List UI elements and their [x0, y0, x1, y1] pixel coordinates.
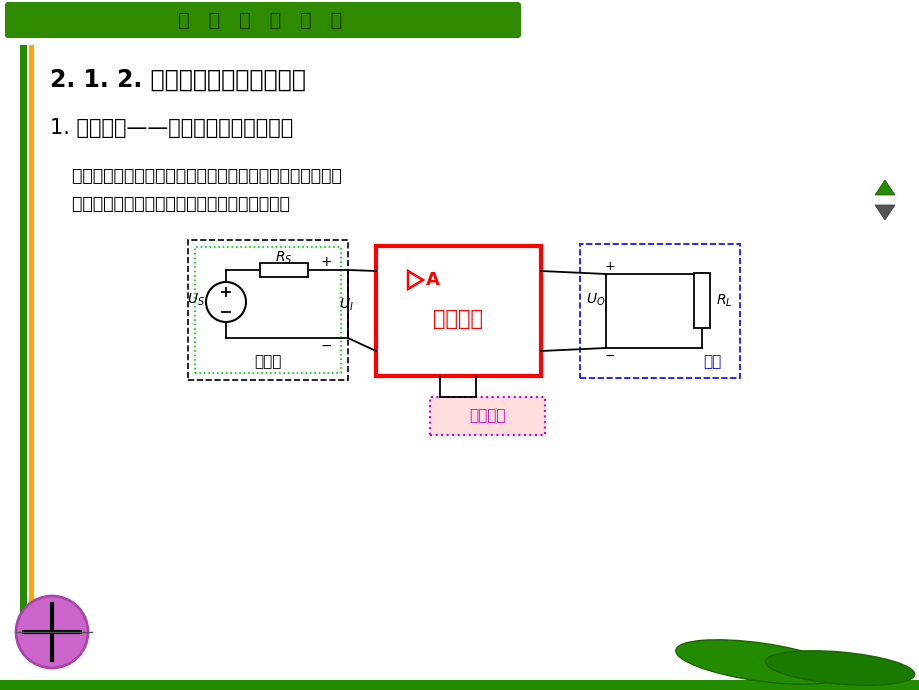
Text: A: A [425, 271, 439, 289]
Bar [260, 263, 308, 277]
Text: 直流电源: 直流电源 [469, 408, 505, 424]
Text: $U_I$: $U_I$ [338, 297, 354, 313]
Text: 放大电路: 放大电路 [433, 309, 483, 329]
Bar [0, 680, 919, 690]
Text: 根据放大电路输入信号的条件和对输出信号的要求，放大器: 根据放大电路输入信号的条件和对输出信号的要求，放大器 [50, 167, 341, 185]
Bar [429, 397, 544, 435]
Text: −: − [604, 350, 615, 362]
Text: 模   拟   电   子   技   术: 模 拟 电 子 技 术 [177, 10, 342, 30]
Text: $R_S$: $R_S$ [275, 250, 292, 266]
Polygon shape [874, 180, 894, 195]
FancyBboxPatch shape [5, 2, 520, 38]
Text: $U_O$: $U_O$ [585, 292, 605, 308]
Text: 可分为四种类型，所以有四种放大倍数的定义。: 可分为四种类型，所以有四种放大倍数的定义。 [50, 195, 289, 213]
Text: +: + [604, 259, 615, 273]
Bar [20, 45, 27, 635]
Ellipse shape [765, 651, 913, 685]
Text: $U_S$: $U_S$ [187, 292, 205, 308]
Bar [376, 246, 540, 376]
Ellipse shape [675, 640, 844, 684]
Text: 信号源: 信号源 [254, 355, 281, 370]
Bar [195, 247, 341, 373]
Text: 1. 放大倍数——表示放大器的放大能力: 1. 放大倍数——表示放大器的放大能力 [50, 118, 293, 138]
Bar [187, 240, 347, 380]
Circle shape [206, 282, 245, 322]
Bar [29, 45, 34, 635]
Text: $R_L$: $R_L$ [715, 293, 732, 308]
Text: 负载: 负载 [702, 355, 720, 370]
Bar [693, 273, 709, 328]
Polygon shape [874, 205, 894, 220]
Text: −: − [320, 339, 332, 353]
Bar [579, 244, 739, 378]
Text: +: + [320, 255, 332, 269]
Circle shape [16, 596, 88, 668]
Text: 2. 1. 2. 放大电路的主要技术指标: 2. 1. 2. 放大电路的主要技术指标 [50, 68, 305, 92]
